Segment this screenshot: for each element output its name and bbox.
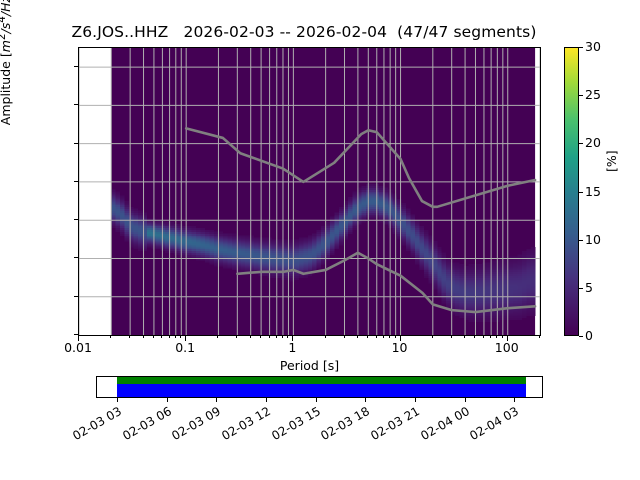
- coverage-segment: [117, 377, 527, 397]
- x-minor-tick-mark: [482, 336, 484, 339]
- x-minor-tick-mark: [281, 336, 283, 339]
- time-tick-mark: [414, 398, 416, 402]
- colorbar-label: [%]: [604, 150, 619, 172]
- x-tick-mark: [399, 336, 401, 341]
- colorbar-tick-label: 15: [585, 183, 601, 199]
- colorbar-tick-mark: [579, 47, 583, 48]
- x-minor-tick-mark: [539, 336, 540, 339]
- x-minor-tick-mark: [110, 336, 112, 339]
- time-tick-mark: [216, 398, 218, 402]
- colorbar-tick-mark: [579, 95, 583, 97]
- x-minor-tick-mark: [343, 336, 345, 339]
- x-tick-label: 1: [288, 340, 297, 355]
- x-tick-label: 0.1: [175, 340, 196, 355]
- y-tick-mark: [74, 295, 78, 297]
- colorbar-tick-mark: [579, 239, 583, 241]
- colorbar-tick-label: 20: [585, 135, 601, 151]
- time-tick-mark: [315, 398, 317, 402]
- x-minor-tick-mark: [375, 336, 377, 339]
- x-minor-tick-mark: [168, 336, 170, 339]
- x-minor-tick-mark: [324, 336, 326, 339]
- y-tick-mark: [74, 142, 78, 144]
- y-tick-mark: [74, 219, 78, 221]
- coverage-green-band: [117, 377, 527, 384]
- coverage-blue-band: [117, 384, 527, 397]
- colorbar-tick-mark: [579, 191, 583, 193]
- x-tick-mark: [292, 336, 294, 341]
- x-axis-label: Period [s]: [279, 358, 340, 373]
- x-minor-tick-mark: [275, 336, 277, 339]
- y-tick-mark: [74, 257, 78, 259]
- ppsd-axes: [78, 47, 541, 336]
- colorbar-tick-mark: [579, 143, 583, 145]
- x-minor-tick-mark: [382, 336, 384, 339]
- x-minor-tick-mark: [180, 336, 182, 339]
- x-minor-tick-mark: [217, 336, 219, 339]
- y-tick-mark: [74, 180, 78, 182]
- x-minor-tick-mark: [501, 336, 503, 339]
- time-tick-mark: [116, 398, 118, 402]
- y-tick-mark: [74, 334, 78, 335]
- time-tick-mark: [166, 398, 168, 402]
- colorbar-tick-label: 10: [585, 231, 601, 247]
- x-minor-tick-mark: [464, 336, 466, 339]
- x-minor-tick-mark: [236, 336, 238, 339]
- x-minor-tick-mark: [474, 336, 476, 339]
- y-axis-label-text: Amplitude [: [0, 52, 14, 126]
- time-tick-mark: [365, 398, 367, 402]
- y-axis-label: Amplitude [m2/s4/Hz] [dB]: [0, 0, 14, 126]
- x-minor-tick-mark: [161, 336, 163, 339]
- ppsd-plot-area: [79, 48, 540, 335]
- x-minor-tick-mark: [129, 336, 131, 339]
- time-coverage-bar[interactable]: [96, 376, 543, 398]
- x-tick-mark: [185, 336, 187, 341]
- x-minor-tick-mark: [260, 336, 262, 339]
- x-minor-tick-mark: [249, 336, 251, 339]
- x-tick-label: 0.01: [64, 340, 92, 355]
- x-minor-tick-mark: [268, 336, 270, 339]
- page-title: Z6.JOS..HHZ 2026-02-03 -- 2026-02-04 (47…: [71, 23, 537, 41]
- colorbar-tick-label: 25: [585, 87, 601, 103]
- x-minor-tick-mark: [367, 336, 369, 339]
- colorbar-tick-label: 30: [585, 39, 601, 54]
- y-tick-mark: [74, 66, 78, 68]
- x-tick-label: 10: [391, 340, 408, 355]
- time-tick-mark: [265, 398, 267, 402]
- x-tick-mark: [78, 336, 79, 341]
- x-minor-tick-mark: [394, 336, 396, 339]
- colorbar-tick-mark: [579, 287, 583, 289]
- time-tick-mark: [464, 398, 466, 402]
- x-minor-tick-mark: [450, 336, 452, 339]
- x-minor-tick-mark: [496, 336, 498, 339]
- x-tick-label: 100: [494, 340, 519, 355]
- time-tick-mark: [514, 398, 516, 402]
- x-minor-tick-mark: [356, 336, 358, 339]
- colorbar-tick-label: 5: [585, 279, 593, 295]
- y-tick-mark: [74, 104, 78, 106]
- x-minor-tick-mark: [287, 336, 289, 339]
- x-minor-tick-mark: [152, 336, 154, 339]
- x-minor-tick-mark: [389, 336, 391, 339]
- colorbar: [564, 47, 579, 336]
- x-tick-mark: [506, 336, 508, 341]
- colorbar-tick-mark: [579, 336, 583, 337]
- x-minor-tick-mark: [142, 336, 144, 339]
- x-minor-tick-mark: [174, 336, 176, 339]
- x-minor-tick-mark: [490, 336, 492, 339]
- ppsd-density-plot: [79, 48, 540, 335]
- x-minor-tick-mark: [431, 336, 433, 339]
- colorbar-tick-label: 0: [585, 328, 593, 343]
